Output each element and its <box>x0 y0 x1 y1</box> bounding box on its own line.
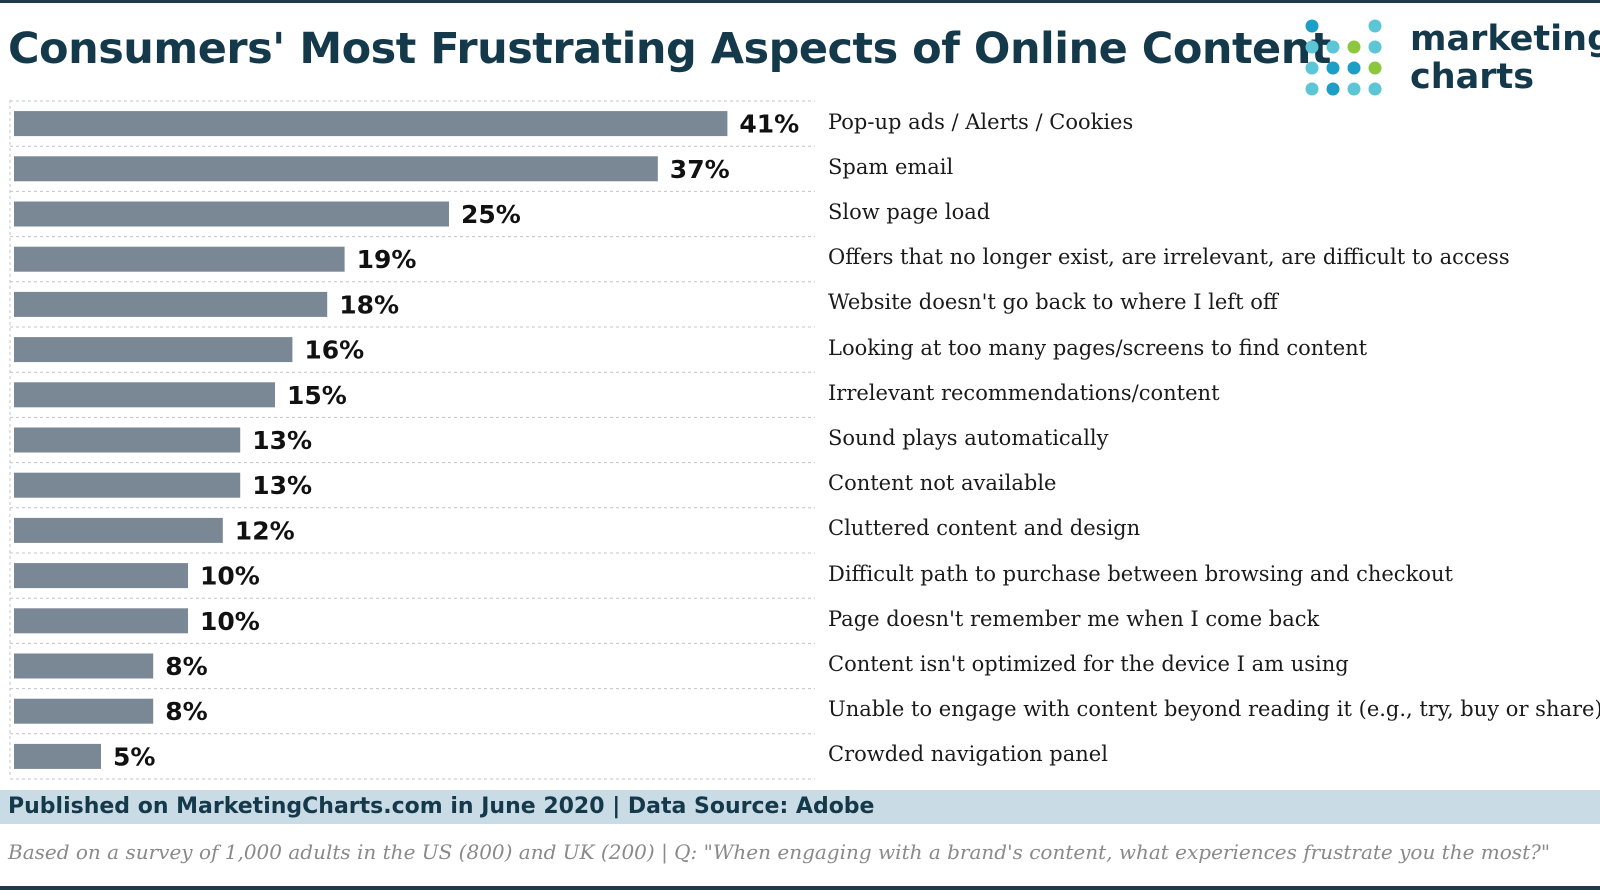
category-label: Offers that no longer exist, are irrelev… <box>828 245 1510 270</box>
bar <box>14 201 449 227</box>
category-label: Irrelevant recommendations/content <box>828 380 1220 405</box>
bar <box>14 382 275 408</box>
bar <box>14 111 728 137</box>
bar <box>14 337 293 363</box>
logo-dot <box>1368 82 1382 96</box>
bar-value-label: 10% <box>200 562 260 591</box>
bar-value-label: 41% <box>739 110 799 139</box>
bar-value-label: 37% <box>670 155 730 184</box>
bar-value-label: 15% <box>287 381 347 410</box>
bottom-rule <box>0 886 1600 890</box>
logo-dot <box>1326 61 1340 75</box>
bar-value-label: 5% <box>113 742 155 771</box>
logo-dot <box>1347 82 1361 96</box>
logo-dot <box>1347 61 1361 75</box>
bar <box>14 743 101 769</box>
category-label: Pop-up ads / Alerts / Cookies <box>828 109 1134 134</box>
bar-value-label: 8% <box>165 652 207 681</box>
logo-text-charts: charts <box>1410 57 1535 97</box>
logo-dot <box>1326 82 1340 96</box>
bar <box>14 563 188 589</box>
chart-area: 41% 37% 25% 19% 18% 16% 15% 13% 13% 12% 10% 10% 8% 8%… <box>0 100 1600 790</box>
category-label: Page doesn't remember me when I come bac… <box>828 606 1320 631</box>
category-label: Difficult path to purchase between brows… <box>828 561 1453 586</box>
category-label: Website doesn't go back to where I left … <box>828 290 1278 315</box>
category-label: Crowded navigation panel <box>828 742 1108 767</box>
bar-value-label: 10% <box>200 607 260 636</box>
category-label: Content isn't optimized for the device I… <box>828 652 1349 676</box>
marketingcharts-logo: marketing charts <box>1302 18 1600 98</box>
category-label: Looking at too many pages/screens to fin… <box>828 335 1368 360</box>
logo-dot <box>1305 40 1319 54</box>
bar <box>14 291 328 317</box>
bar <box>14 698 154 724</box>
bar <box>14 653 154 679</box>
logo-dot <box>1326 40 1340 54</box>
category-label: Content not available <box>828 471 1057 496</box>
logo-dot <box>1305 61 1319 75</box>
logo-dot <box>1305 82 1319 96</box>
category-label: Sound plays automatically <box>828 426 1109 450</box>
category-label: Spam email <box>828 154 954 179</box>
bar <box>14 246 345 272</box>
bar-value-label: 18% <box>339 290 399 319</box>
bar-value-label: 8% <box>165 697 207 726</box>
bar <box>14 517 223 543</box>
logo-dot <box>1368 19 1382 33</box>
bar-value-label: 12% <box>235 516 295 545</box>
footer-band: Published on MarketingCharts.com in June… <box>0 790 1600 824</box>
chart-title: Consumers' Most Frustrating Aspects of O… <box>8 24 1331 74</box>
category-label: Slow page load <box>828 200 991 224</box>
bar <box>14 427 241 453</box>
logo-dot <box>1368 40 1382 54</box>
logo-dot <box>1347 40 1361 54</box>
survey-footnote: Based on a survey of 1,000 adults in the… <box>8 840 1551 864</box>
logo-dot <box>1305 19 1319 33</box>
bar <box>14 608 188 634</box>
bar-value-label: 13% <box>252 426 312 455</box>
logo-dots-icon <box>1305 19 1382 96</box>
bar-value-label: 19% <box>357 245 417 274</box>
published-source-line: Published on MarketingCharts.com in June… <box>8 794 875 819</box>
category-label: Unable to engage with content beyond rea… <box>828 697 1600 722</box>
bar-value-label: 25% <box>461 200 521 229</box>
top-rule <box>0 0 1600 3</box>
bar-value-label: 16% <box>304 336 364 365</box>
bar-chart: 41% 37% 25% 19% 18% 16% 15% 13% 13% 12% 10% 10% 8% 8%… <box>9 100 815 780</box>
bar <box>14 472 241 498</box>
bar <box>14 156 658 182</box>
logo-dot <box>1368 61 1382 75</box>
bar-value-label: 13% <box>252 471 312 500</box>
category-label: Cluttered content and design <box>828 516 1141 541</box>
logo-text-marketing: marketing <box>1410 19 1600 59</box>
